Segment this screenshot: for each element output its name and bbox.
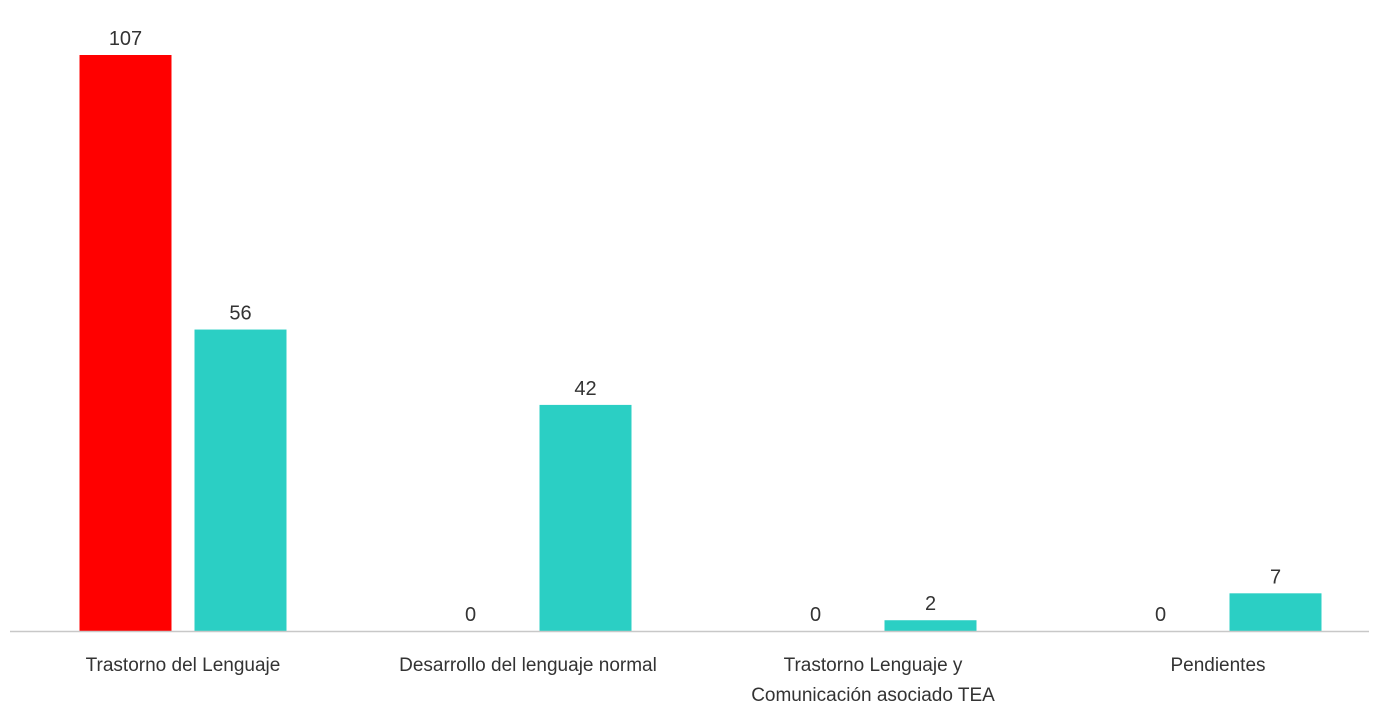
data-label-series-2-category-1: 56 <box>229 303 251 325</box>
bar-series-1-category-1 <box>79 55 172 631</box>
data-label-series-2-category-4: 7 <box>1270 566 1281 588</box>
x-tick-label-line: Trastorno Lenguaje y <box>784 655 963 676</box>
x-tick-label-line: Trastorno del Lenguaje <box>86 655 281 676</box>
x-tick-labels-layer: Trastorno del Lenguaje Desarrollo del len… <box>86 655 1266 706</box>
data-label-series-1-category-2: 0 <box>465 604 476 626</box>
data-label-series-2-category-3: 2 <box>925 593 936 615</box>
x-tick-label-category-3: Trastorno Lenguaje y Comunicación asociad… <box>751 655 995 706</box>
bar-series-2-category-1 <box>194 329 287 631</box>
data-label-series-1-category-3: 0 <box>810 604 821 626</box>
data-label-series-1-category-4: 0 <box>1155 604 1166 626</box>
x-tick-label-category-2: Desarrollo del lenguaje normal <box>399 655 657 676</box>
x-tick-label-category-1: Trastorno del Lenguaje <box>86 655 281 676</box>
data-label-series-1-category-1: 107 <box>109 28 142 50</box>
bar-series-2-category-2 <box>539 404 632 631</box>
data-label-series-2-category-2: 42 <box>574 378 596 400</box>
x-tick-label-line: Desarrollo del lenguaje normal <box>399 655 657 676</box>
bar-series-2-category-3 <box>884 620 977 631</box>
x-tick-label-line: Pendientes <box>1170 655 1265 676</box>
x-tick-label-category-4: Pendientes <box>1170 655 1265 676</box>
x-tick-label-line: Comunicación asociado TEA <box>751 685 995 706</box>
bars-layer <box>79 55 1322 631</box>
data-labels-layer: 107 56 0 42 0 2 0 7 <box>109 28 1281 626</box>
bar-series-2-category-4 <box>1229 593 1322 631</box>
